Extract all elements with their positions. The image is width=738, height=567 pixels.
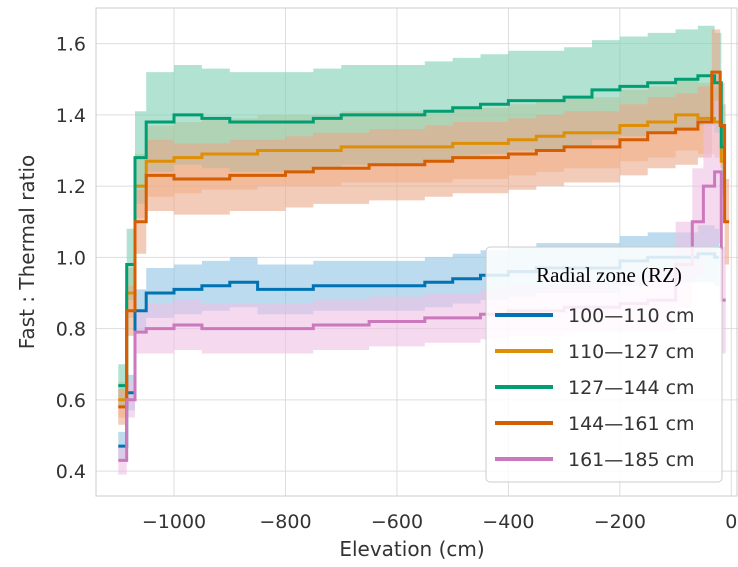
series-line-4	[118, 70, 730, 409]
y-tick-label: 1.2	[56, 176, 86, 198]
legend-label: 144—161 cm	[568, 413, 695, 435]
x-tick-labels: −1000 −800 −600 −400 −200 0	[142, 511, 737, 533]
error-band-4	[118, 29, 730, 425]
x-tick-label: −1000	[142, 511, 206, 533]
x-tick-label: −600	[371, 511, 423, 533]
x-tick-label: −200	[594, 511, 646, 533]
y-tick-label: 1.6	[56, 34, 86, 56]
legend-label: 110—127 cm	[568, 341, 695, 363]
legend-label: 100—110 cm	[568, 305, 695, 327]
y-tick-labels: 0.4 0.6 0.8 1.0 1.2 1.4 1.6	[56, 34, 86, 483]
axes-frame	[95, 7, 738, 497]
x-tick-label: −800	[259, 511, 311, 533]
legend-label: 161—185 cm	[568, 449, 695, 471]
x-tick-label: 0	[725, 511, 737, 533]
y-tick-label: 0.4	[56, 461, 86, 483]
x-tick-label: −400	[482, 511, 534, 533]
series-line-2	[118, 113, 726, 402]
series-line-3	[118, 74, 726, 388]
plot-frame	[95, 7, 738, 497]
legend-label: 127—144 cm	[568, 377, 695, 399]
legend-title: Radial zone (RZ)	[536, 263, 682, 287]
series-line-5	[118, 170, 726, 462]
y-axis-label: Fast : Thermal ratio	[15, 155, 39, 349]
x-axis-label: Elevation (cm)	[339, 537, 484, 561]
series-lines	[118, 70, 730, 462]
y-tick-label: 0.6	[56, 390, 86, 412]
y-tick-label: 1.4	[56, 105, 86, 127]
y-tick-label: 0.8	[56, 319, 86, 341]
legend-entries: 100—110 cm 110—127 cm 127—144 cm 144—161 cm…	[495, 305, 695, 471]
y-tick-label: 1.0	[56, 247, 86, 269]
legend: Radial zone (RZ) 100—110 cm 110—127 cm 127…	[485, 246, 723, 483]
